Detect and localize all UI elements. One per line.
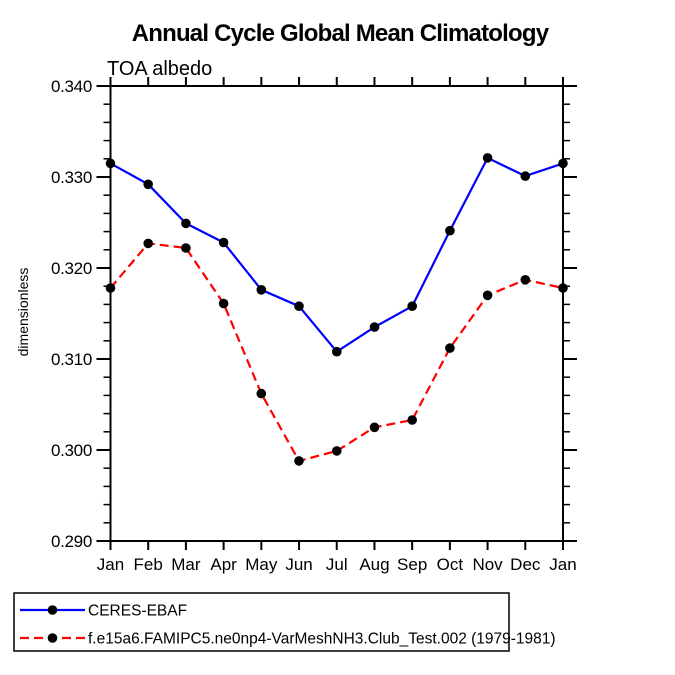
data-point-marker [256, 388, 267, 399]
data-point-marker [407, 301, 418, 312]
x-tick-label: Sep [397, 555, 427, 574]
x-tick-label: Aug [359, 555, 389, 574]
data-point-marker [294, 456, 304, 466]
data-point-marker [332, 446, 342, 456]
y-tick-label: 0.340 [51, 77, 92, 96]
y-tick-label: 0.290 [51, 532, 92, 551]
x-tick-label: Jun [285, 555, 312, 574]
data-point-marker [181, 218, 191, 229]
y-tick-label: 0.310 [51, 350, 92, 369]
x-tick-label: Oct [437, 555, 464, 574]
x-tick-label: Dec [510, 555, 541, 574]
data-point-marker [482, 290, 493, 301]
y-tick-label: 0.320 [51, 259, 92, 278]
legend-box [13, 592, 510, 652]
data-point-marker [520, 275, 531, 285]
data-point-marker [445, 343, 455, 353]
y-tick-label: 0.330 [51, 168, 92, 187]
data-point-marker [218, 298, 229, 309]
x-tick-label: Feb [134, 555, 163, 574]
data-point-marker [181, 243, 191, 253]
data-point-marker [105, 283, 116, 293]
x-tick-label: May [245, 555, 278, 574]
axes-layer: Jan Feb Mar Apr May Jun Jul Aug Sep Oct Nov Dec Jan 0… [51, 77, 577, 574]
legend-label-ceres-ebaf: CERES-EBAF [88, 603, 187, 620]
data-point-marker [105, 158, 116, 169]
data-point-marker [332, 346, 342, 357]
data-point-marker [482, 153, 493, 163]
legend-label-model: f.e15a6.FAMIPC5.ne0np4-VarMeshNH3.Club_T… [88, 631, 556, 648]
data-point-marker [143, 179, 153, 190]
data-point-marker [369, 422, 380, 433]
data-point-marker [143, 238, 153, 249]
legend: CERES-EBAF f.e15a6.FAMIPC5.ne0np4-VarMes… [13, 592, 556, 652]
data-point-marker [407, 415, 418, 425]
plot-frame [109, 85, 564, 542]
legend-marker-icon [47, 605, 58, 615]
x-tick-label: Mar [171, 555, 201, 574]
chart-title: Annual Cycle Global Mean Climatology [132, 20, 550, 47]
x-tick-label: Apr [210, 555, 237, 574]
y-tick-label: 0.300 [51, 441, 92, 460]
data-point-marker [558, 158, 568, 169]
chart-subtitle: TOA albedo [107, 58, 212, 80]
data-point-marker [558, 283, 568, 293]
data-point-marker [369, 322, 380, 332]
data-point-marker [520, 171, 531, 181]
data-point-marker [256, 285, 267, 295]
x-tick-label: Jan [97, 555, 124, 574]
data-point-marker [445, 225, 455, 236]
x-tick-label: Jan [549, 555, 576, 574]
data-layer [105, 153, 568, 466]
x-tick-label: Nov [472, 555, 503, 574]
data-point-marker [294, 301, 304, 312]
series-line-0 [109, 156, 564, 354]
data-point-marker [218, 237, 229, 248]
legend-marker-icon [47, 633, 58, 643]
y-axis-label: dimensionless [15, 268, 31, 357]
x-tick-label: Jul [326, 555, 348, 574]
